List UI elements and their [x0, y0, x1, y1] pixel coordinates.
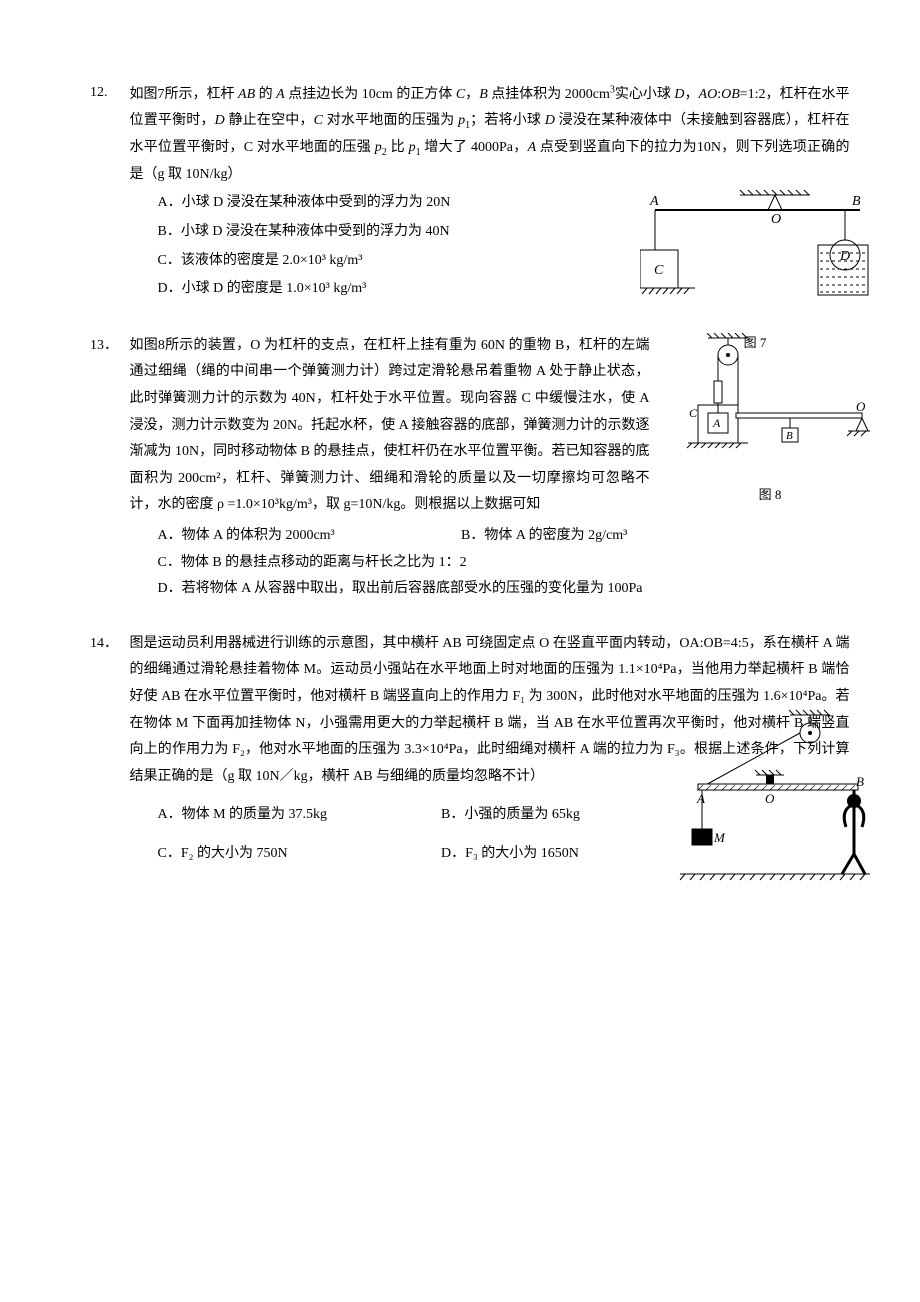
option-a: A．物体 A 的体积为 2000cm³ — [158, 523, 458, 550]
option-d: D．小球 D 的密度是 1.0×10³ kg/m³ — [158, 276, 610, 303]
option-b: B．物体 A 的密度为 2g/cm³ — [461, 523, 627, 550]
figure-8: A C O B — [670, 333, 870, 493]
option-c: C．物体 B 的悬挂点移动的距离与杆长之比为 1：2 — [158, 550, 850, 577]
question-13: 13． 如图8所示的装置，O 为杠杆的支点，在杠杆上挂有重为 60N 的重物 B… — [90, 333, 860, 603]
label-b: B — [852, 194, 861, 209]
figure-7: C D A O B 图 7 — [640, 190, 870, 340]
option-c: C．F₂ 的大小为 750N — [158, 841, 438, 868]
label-o: O — [856, 399, 866, 414]
label-o: O — [765, 791, 775, 806]
question-stem: 如图7所示，杠杆 AB 的 A 点挂边长为 10cm 的正方体 C，B 点挂体积… — [130, 80, 850, 188]
label-b: B — [786, 430, 793, 442]
option-a: A．小球 D 浸没在某种液体中受到的浮力为 20N — [158, 190, 610, 217]
figure-14: A O B M — [670, 709, 870, 889]
label-m: M — [713, 830, 726, 845]
question-number: 13． — [90, 333, 126, 360]
label-a: A — [649, 194, 659, 209]
label-o: O — [771, 212, 781, 227]
options-row2: C．物体 B 的悬挂点移动的距离与杆长之比为 1：2 D．若将物体 A 从容器中… — [130, 550, 850, 603]
figure-caption: 图 8 — [670, 483, 870, 508]
label-d: D — [839, 249, 850, 264]
question-12: 12. 如图7所示，杠杆 AB 的 A 点挂边长为 10cm 的正方体 C，B … — [90, 80, 860, 305]
option-c: C．该液体的密度是 2.0×10³ kg/m³ — [158, 248, 610, 275]
options: A．物体 A 的体积为 2000cm³ B．物体 A 的密度为 2g/cm³ — [130, 523, 850, 550]
option-b: B．小强的质量为 65kg — [441, 802, 580, 829]
label-a: A — [712, 416, 721, 430]
label-c: C — [654, 263, 664, 278]
label-b: B — [856, 774, 864, 789]
question-14: 14． 图是运动员利用器械进行训练的示意图，其中横杆 AB 可绕固定点 O 在竖… — [90, 631, 860, 868]
question-number: 12. — [90, 80, 126, 107]
question-number: 14． — [90, 631, 126, 658]
label-a: A — [696, 791, 705, 806]
option-b: B．小球 D 浸没在某种液体中受到的浮力为 40N — [158, 219, 610, 246]
option-d: D．若将物体 A 从容器中取出，取出前后容器底部受水的压强的变化量为 100Pa — [158, 576, 850, 603]
stem-text: 如图7所示，杠杆 AB 的 A 点挂边长为 10cm 的正方体 C，B 点挂体积… — [130, 87, 850, 182]
option-a: A．物体 M 的质量为 37.5kg — [158, 802, 438, 829]
label-c: C — [689, 406, 698, 420]
option-d: D．F₃ 的大小为 1650N — [441, 841, 579, 868]
